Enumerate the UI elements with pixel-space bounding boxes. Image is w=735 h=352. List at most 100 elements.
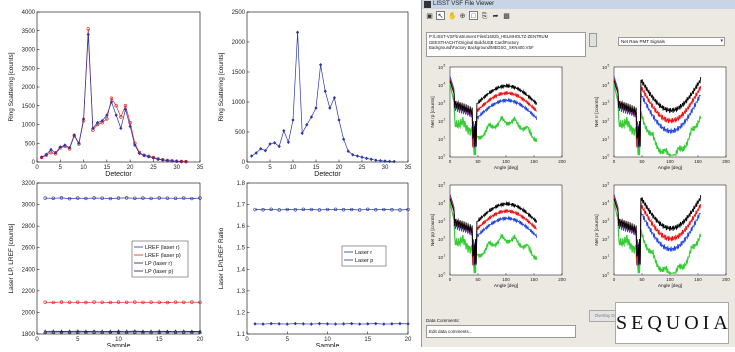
y-tick-exponent: 2 bbox=[444, 236, 446, 240]
y-tick-label: 3200 bbox=[22, 181, 36, 187]
y-tick-exponent: 5 bbox=[444, 182, 446, 186]
y-tick-label: 1000 bbox=[232, 100, 246, 106]
y-tick-exponent: 0 bbox=[608, 154, 610, 158]
x-tick-label: 30 bbox=[382, 165, 389, 171]
x-tick-label: 15 bbox=[156, 337, 163, 343]
y-tick-exponent: 1 bbox=[608, 136, 610, 140]
copy-icon[interactable]: ⎘ bbox=[480, 11, 489, 20]
plot-area bbox=[37, 12, 200, 162]
y-tick-label: 3500 bbox=[22, 29, 36, 35]
y-tick-label: 2400 bbox=[22, 267, 36, 273]
signal-type-select[interactable]: Net Raw PMT Signals ▾ bbox=[618, 37, 725, 46]
x-tick-label: 200 bbox=[558, 277, 566, 282]
file-path-field[interactable]: P:\LISST-VSF\Instrument Files\1602b_HELM… bbox=[426, 32, 586, 57]
y-tick-exponent: 2 bbox=[608, 118, 610, 122]
toolbar: ▣ ↖ ✋ ⊕ □ ⎘ ➦ ▩ bbox=[422, 10, 735, 21]
x-axis-label: Sample bbox=[316, 343, 340, 347]
y-tick-exponent: 1 bbox=[608, 254, 610, 258]
y-axis-label: Ring Scattering [counts] bbox=[8, 52, 15, 121]
y-tick-label: 1.5 bbox=[237, 246, 246, 252]
y-tick-exponent: 0 bbox=[444, 272, 446, 276]
x-tick-label: 10 bbox=[80, 165, 87, 171]
x-tick-label: 20 bbox=[197, 337, 204, 343]
y-tick-exponent: 4 bbox=[444, 200, 446, 204]
y-axis-label: Laser LP, LREF [counts] bbox=[8, 223, 15, 293]
x-tick-label: 20 bbox=[405, 337, 412, 343]
y-axis-label: Net pp [counts] bbox=[430, 214, 436, 246]
x-tick-label: 150 bbox=[530, 277, 538, 282]
y-tick-exponent: 5 bbox=[444, 64, 446, 68]
x-tick-label: 0 bbox=[613, 277, 616, 282]
y-tick-label: 1.1 bbox=[237, 332, 246, 338]
y-tick-label: 1000 bbox=[22, 123, 36, 129]
y-tick-exponent: 2 bbox=[444, 118, 446, 122]
y-tick-exponent: 3 bbox=[608, 100, 610, 104]
signal-type-value: Net Raw PMT Signals bbox=[621, 39, 665, 44]
y-tick-label: 2600 bbox=[22, 246, 36, 252]
x-axis-label: Angle [deg] bbox=[494, 165, 518, 171]
y-tick-exponent: 4 bbox=[608, 82, 610, 86]
x-tick-label: 100 bbox=[666, 159, 674, 164]
x-tick-label: 25 bbox=[150, 165, 157, 171]
y-tick-label: 2500 bbox=[22, 66, 36, 72]
y-axis-label: Net rr [counts] bbox=[594, 97, 600, 127]
y-tick-exponent: 1 bbox=[444, 254, 446, 258]
vsf-viewer-window: LISST VSF File Viewer ▣ ↖ ✋ ⊕ □ ⎘ ➦ ▩ P:… bbox=[421, 0, 735, 347]
y-tick-exponent: 5 bbox=[608, 64, 610, 68]
x-tick-label: 200 bbox=[722, 277, 730, 282]
y-tick-label: 1.2 bbox=[237, 310, 246, 316]
y-tick-label: 1500 bbox=[232, 70, 246, 76]
x-tick-label: 10 bbox=[290, 165, 297, 171]
y-axis-label: Net pr [counts] bbox=[594, 214, 600, 245]
file-path-line: Background\Factory Background\MEDSG_SKN4… bbox=[429, 45, 583, 51]
x-tick-label: 100 bbox=[666, 277, 674, 282]
x-tick-label: 50 bbox=[475, 159, 481, 164]
data-comments-input[interactable]: Edit data comments... bbox=[426, 325, 576, 338]
x-axis-label: Angle [deg] bbox=[658, 165, 682, 171]
zoom-icon[interactable]: ⊕ bbox=[458, 11, 467, 20]
y-tick-label: 2200 bbox=[22, 289, 36, 295]
y-tick-exponent: 1 bbox=[444, 136, 446, 140]
legend-entry: LP (laser p) bbox=[145, 269, 173, 275]
window-titlebar: LISST VSF File Viewer bbox=[422, 0, 735, 9]
y-tick-label: 1500 bbox=[22, 104, 36, 110]
y-tick-exponent: 3 bbox=[444, 218, 446, 222]
browse-button[interactable] bbox=[589, 33, 597, 47]
y-tick-exponent: 3 bbox=[444, 100, 446, 104]
x-axis-label: Sample bbox=[107, 343, 131, 347]
x-axis-label: Detector bbox=[105, 171, 132, 178]
y-tick-label: 1.7 bbox=[237, 203, 246, 209]
y-tick-exponent: 4 bbox=[444, 82, 446, 86]
save-icon[interactable]: ▩ bbox=[502, 11, 511, 20]
zoom-region-icon[interactable]: □ bbox=[469, 11, 478, 20]
plot-area bbox=[247, 12, 408, 162]
y-tick-label: 500 bbox=[235, 130, 246, 136]
y-tick-exponent: 0 bbox=[444, 154, 446, 158]
pan-hand-icon[interactable]: ✋ bbox=[447, 11, 456, 20]
export-icon[interactable]: ➦ bbox=[491, 11, 500, 20]
y-tick-label: 2000 bbox=[22, 310, 36, 316]
y-tick-label: 2500 bbox=[232, 10, 246, 16]
sequoia-logo: SEQUOIA bbox=[615, 302, 729, 344]
y-tick-label: 3000 bbox=[22, 203, 36, 209]
app-icon bbox=[424, 1, 431, 8]
x-tick-label: 100 bbox=[502, 159, 510, 164]
y-axis-label: Laser LP/LREF Ratio bbox=[218, 227, 225, 289]
open-folder-icon[interactable]: ▣ bbox=[425, 11, 434, 20]
data-comments-label: Data Comments: bbox=[426, 318, 460, 323]
x-tick-label: 100 bbox=[502, 277, 510, 282]
x-tick-label: 0 bbox=[449, 277, 452, 282]
x-tick-label: 0 bbox=[613, 159, 616, 164]
x-tick-label: 150 bbox=[530, 159, 538, 164]
arrow-select-icon[interactable]: ↖ bbox=[436, 11, 445, 20]
chevron-down-icon: ▾ bbox=[720, 38, 723, 45]
